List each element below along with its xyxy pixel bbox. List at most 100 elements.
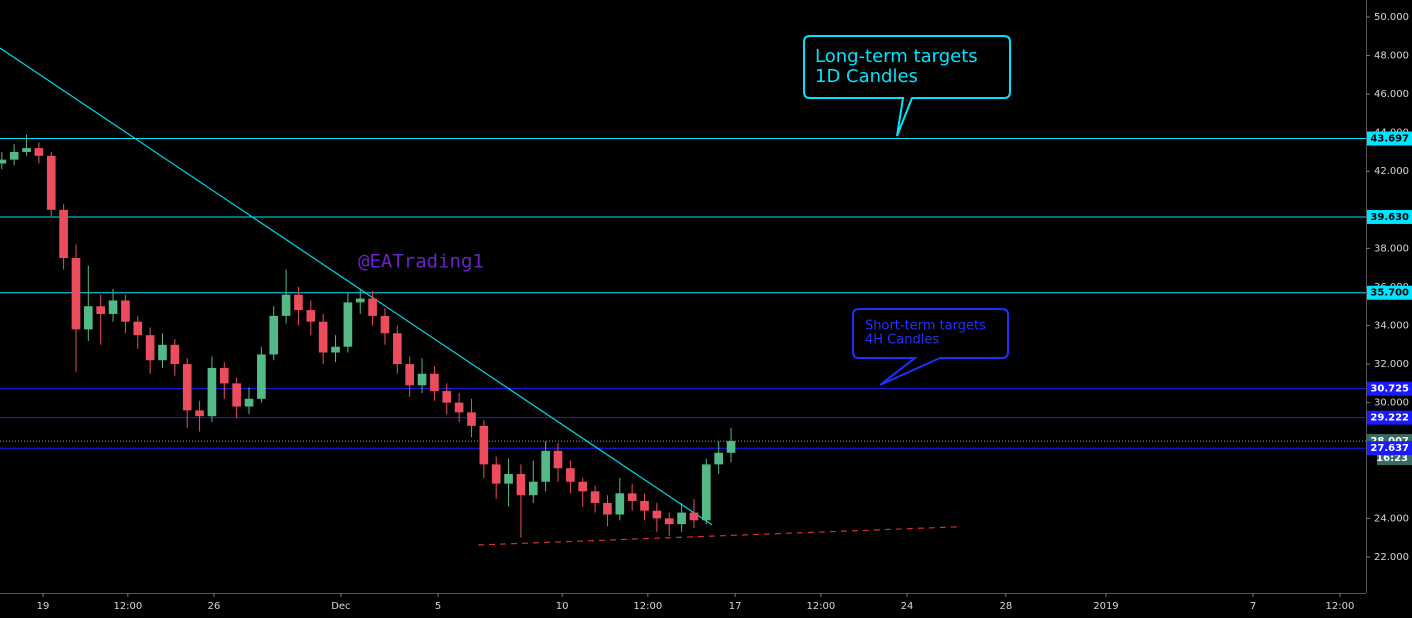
candle-body — [541, 450, 550, 482]
y-tick-label: 50.000 — [1374, 12, 1409, 23]
y-tick-label: 38.000 — [1374, 243, 1409, 254]
candle-body — [454, 402, 464, 413]
candle-body — [528, 481, 538, 496]
candle-body — [491, 464, 501, 484]
candle-body — [553, 450, 563, 469]
candle-body — [84, 306, 93, 330]
x-tick-label: 12:00 — [1326, 601, 1355, 612]
y-tick-label: 42.000 — [1374, 166, 1409, 177]
countdown: 16:23 — [1376, 453, 1408, 464]
candle-body — [479, 425, 489, 465]
candle-body — [9, 151, 19, 160]
candle-body — [603, 502, 612, 515]
candle-body — [281, 294, 291, 316]
callout-text: 1D Candles — [815, 66, 918, 87]
candle-body — [701, 464, 711, 521]
candle-body — [566, 468, 575, 482]
candle-body — [442, 391, 452, 403]
candle-body — [232, 383, 241, 407]
candle-body — [269, 315, 279, 355]
price-label: 35.700 — [1370, 288, 1409, 299]
candle-body — [368, 298, 377, 316]
candle-body — [467, 412, 476, 426]
price-label-box — [1367, 131, 1412, 146]
candle-body — [195, 410, 204, 417]
price-label-box — [1367, 285, 1412, 300]
x-tick-label: 12:00 — [806, 601, 835, 612]
candle-body — [22, 148, 31, 152]
candle-body — [355, 298, 365, 303]
candle-body — [207, 367, 217, 417]
candle-body — [578, 481, 588, 492]
callout: Short-term targets 4H Candles — [852, 308, 1009, 386]
candle-body — [145, 335, 155, 361]
candle-body — [96, 306, 106, 314]
x-tick-label: 19 — [37, 601, 50, 612]
y-tick-label: 34.000 — [1374, 321, 1409, 332]
axes: 22.00024.00030.00032.00034.00036.00038.0… — [37, 12, 1412, 612]
price-label: 43.697 — [1370, 134, 1409, 145]
candle-body — [677, 512, 686, 525]
candle-body — [590, 491, 600, 503]
price-label: 29.222 — [1370, 413, 1409, 424]
x-tick-label: 12:00 — [113, 601, 142, 612]
callout-text: Long-term targets — [815, 46, 978, 67]
candle-body — [318, 321, 328, 353]
watermark: @EATrading1 — [358, 251, 484, 273]
candle-body — [640, 501, 649, 511]
callout-text: Short-term targets — [865, 319, 986, 334]
plot-area — [0, 47, 1366, 546]
candle-body — [392, 333, 402, 365]
candle-body — [121, 300, 130, 322]
candle-body — [627, 493, 637, 502]
candle-body — [417, 373, 427, 386]
candle-body — [257, 354, 266, 399]
candle-body — [504, 474, 513, 484]
x-tick-label: 10 — [556, 601, 569, 612]
callout-box — [803, 35, 1011, 137]
candle-body — [133, 321, 143, 336]
y-tick-label: 46.000 — [1374, 89, 1409, 100]
candle-body — [615, 493, 625, 515]
candle-body — [430, 373, 439, 392]
candle-body — [664, 518, 674, 525]
candle-body — [380, 315, 390, 334]
price-label: 27.637 — [1370, 443, 1409, 454]
candle-body — [244, 398, 254, 407]
y-tick-label: 32.000 — [1374, 359, 1409, 370]
y-tick-label: 48.000 — [1374, 51, 1409, 62]
x-tick-label: 24 — [901, 601, 914, 612]
y-tick-label: 22.000 — [1374, 552, 1409, 563]
candle-body — [219, 367, 229, 384]
candle-body — [108, 300, 118, 314]
callout: Long-term targets 1D Candles — [803, 35, 1011, 137]
price-label: 30.725 — [1370, 384, 1409, 395]
candle-body — [294, 294, 303, 311]
candle-body — [714, 452, 724, 465]
trendline — [0, 47, 713, 526]
candle-body — [343, 302, 353, 347]
candle-body — [158, 344, 167, 361]
price-label-box — [1367, 209, 1412, 224]
x-tick-label: 7 — [1250, 601, 1256, 612]
x-tick-label: 2019 — [1093, 601, 1118, 612]
candle-body — [59, 209, 68, 259]
candle-body — [46, 155, 56, 210]
callout-text: 4H Candles — [865, 333, 939, 348]
candle-body — [726, 441, 736, 453]
candle-body — [331, 346, 340, 353]
trendline — [478, 526, 957, 546]
candle-body — [405, 364, 415, 386]
price-label: 39.630 — [1370, 212, 1409, 223]
candle-body — [652, 510, 662, 519]
price-label-box — [1367, 441, 1412, 456]
price-label-box — [1367, 410, 1412, 425]
x-tick-label: 17 — [729, 601, 742, 612]
y-tick-label: 30.000 — [1374, 398, 1409, 409]
price-label-box — [1367, 381, 1412, 396]
candle-body — [182, 364, 192, 411]
x-tick-label: 5 — [435, 601, 441, 612]
x-tick-label: Dec — [331, 601, 350, 612]
